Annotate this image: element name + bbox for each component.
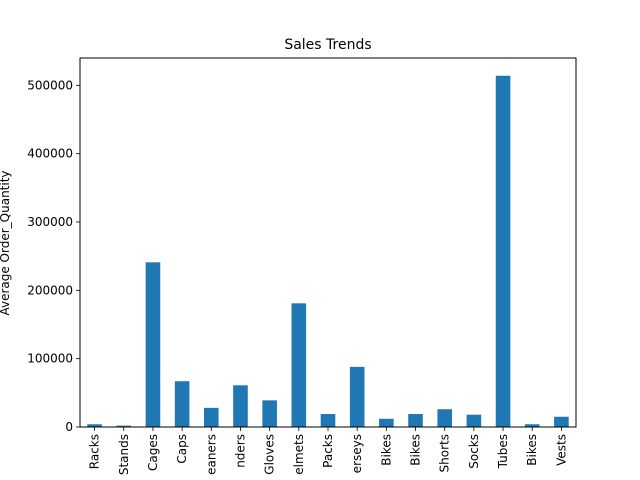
x-tick-label: nders [233,434,247,468]
x-axis-ticks: Racks Stands Cages Caps eaners nders Gloves elm… [88,427,568,475]
x-tick-label: erseys [350,434,364,473]
x-tick-label: Shorts [438,434,452,472]
y-axis-label: Average Order_Quantity [0,170,12,315]
x-tick-label: Bikes [409,434,423,466]
y-tick-label: 300000 [27,215,73,229]
plot-frame [79,57,577,428]
x-tick-label: Gloves [263,434,277,475]
x-tick-label: Caps [175,434,189,464]
bar [466,414,482,427]
y-tick-label: 0 [65,420,73,434]
bar [524,424,540,427]
bar [174,381,190,427]
bar [437,409,452,427]
x-tick-label: Tubes [496,434,510,469]
x-tick-label: Cages [146,434,160,471]
bar [145,262,161,427]
bar [87,424,102,427]
bar [320,414,336,427]
x-tick-label: Socks [467,434,481,469]
y-tick-label: 500000 [27,78,73,92]
x-tick-label: Bikes [379,434,393,466]
bar [495,75,511,428]
bar [379,418,394,427]
bar [204,407,219,427]
bar [554,416,569,427]
bar [233,385,248,427]
x-tick-label: eaners [204,434,218,475]
bar [291,303,307,427]
x-tick-label: Vests [554,434,568,466]
y-tick-label: 100000 [27,352,73,366]
bar [408,414,423,427]
x-tick-label: Stands [117,434,131,475]
chart-title: Sales Trends [284,37,371,53]
bar [116,425,132,427]
x-tick-label: elmets [292,434,306,475]
y-tick-label: 200000 [27,283,73,297]
bar [349,366,365,427]
x-tick-label: Packs [321,434,335,468]
x-tick-label: Bikes [525,434,539,466]
bars-group [87,75,569,428]
y-tick-label: 400000 [27,147,73,161]
x-tick-label: Racks [88,434,102,469]
bar [262,400,277,427]
y-axis-ticks: 0 100000 200000 300000 400000 500000 [27,78,80,434]
